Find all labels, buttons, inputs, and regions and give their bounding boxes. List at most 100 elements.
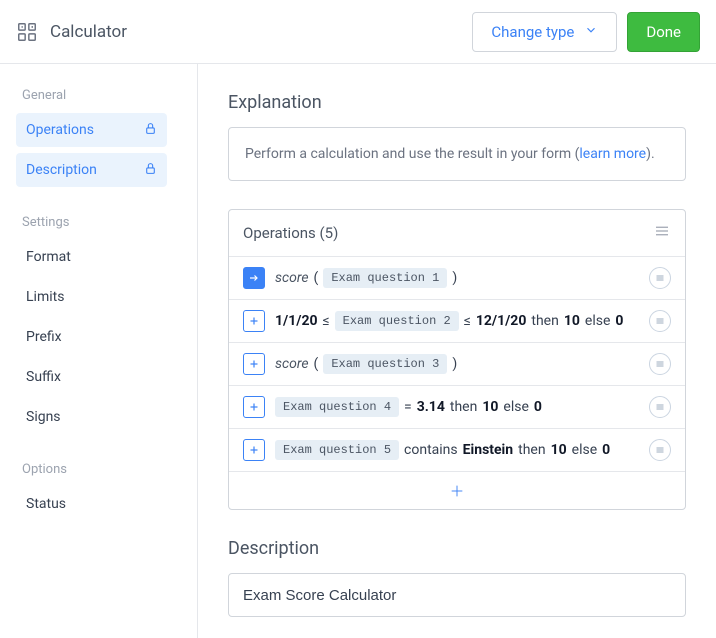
expression-text: then	[531, 313, 558, 329]
sidebar-item-format[interactable]: Format	[16, 240, 167, 274]
literal-value: 1/1/20	[275, 313, 318, 329]
field-chip: Exam question 1	[323, 268, 447, 288]
literal-value: 0	[615, 313, 623, 329]
operations-menu-icon[interactable]	[653, 222, 671, 244]
row-menu-icon[interactable]	[649, 310, 671, 332]
sidebar-item-label: Format	[26, 249, 71, 265]
explanation-box: Perform a calculation and use the result…	[228, 127, 686, 181]
literal-value: 0	[602, 442, 610, 458]
literal-value: 10	[482, 399, 498, 415]
sidebar-group-label: Options	[16, 462, 167, 477]
expression-text: then	[450, 399, 477, 415]
sidebar-item-prefix[interactable]: Prefix	[16, 320, 167, 354]
operations-panel: Operations (5) score(Exam question 1)1/1…	[228, 209, 686, 510]
header-left: Calculator	[16, 21, 127, 43]
calculator-icon	[16, 21, 38, 43]
operation-row[interactable]: Exam question 5 contains Einstein then 1…	[229, 428, 685, 471]
function-name: score	[275, 356, 309, 372]
sidebar-group: Options Status	[16, 462, 197, 521]
sidebar-item-label: Operations	[26, 122, 94, 138]
field-chip: Exam question 5	[275, 440, 399, 460]
sidebar-item-limits[interactable]: Limits	[16, 280, 167, 314]
literal-value: 0	[534, 399, 542, 415]
sidebar: General Operations Description Settings Form…	[0, 64, 198, 638]
header: Calculator Change type Done	[0, 0, 716, 64]
operations-header: Operations (5)	[229, 210, 685, 256]
field-chip: Exam question 3	[323, 354, 447, 374]
description-input[interactable]	[228, 573, 686, 617]
chevron-down-icon	[584, 23, 598, 41]
expression-text: then	[518, 442, 545, 458]
row-menu-icon[interactable]	[649, 396, 671, 418]
lock-icon	[144, 122, 157, 139]
row-menu-icon[interactable]	[649, 353, 671, 375]
operation-row[interactable]: score (Exam question 3)	[229, 342, 685, 385]
plus-icon	[243, 439, 265, 461]
literal-value: Einstein	[463, 442, 513, 458]
row-menu-icon[interactable]	[649, 439, 671, 461]
expression-text: else	[503, 399, 528, 415]
body: General Operations Description Settings Form…	[0, 64, 716, 638]
arrow-right-icon	[243, 267, 265, 289]
sidebar-item-operations[interactable]: Operations	[16, 113, 167, 147]
expression-text: ≤	[464, 313, 471, 329]
sidebar-item-suffix[interactable]: Suffix	[16, 360, 167, 394]
done-label: Done	[646, 23, 681, 41]
lock-icon	[144, 162, 157, 179]
plus-icon	[243, 396, 265, 418]
expression-text: )	[452, 356, 457, 372]
operation-expression: Exam question 5 contains Einstein then 1…	[275, 440, 639, 460]
description-title: Description	[228, 538, 686, 559]
sidebar-item-signs[interactable]: Signs	[16, 400, 167, 434]
literal-value: 10	[551, 442, 567, 458]
operation-row[interactable]: Exam question 4 = 3.14 then 10 else 0	[229, 385, 685, 428]
expression-text: else	[572, 442, 597, 458]
sidebar-group: General Operations Description	[16, 88, 197, 187]
expression-text: else	[585, 313, 610, 329]
sidebar-item-label: Description	[26, 162, 97, 178]
literal-value: 3.14	[417, 399, 445, 415]
sidebar-item-label: Status	[26, 496, 66, 512]
operations-header-label: Operations (5)	[243, 224, 338, 242]
expression-text: contains	[404, 442, 458, 458]
add-operation-button[interactable]	[229, 471, 685, 509]
change-type-label: Change type	[491, 23, 574, 41]
literal-value: 10	[564, 313, 580, 329]
expression-text: ≤	[323, 313, 330, 329]
operation-expression: score (Exam question 1)	[275, 268, 639, 288]
operations-rows: score(Exam question 1)1/1/20≤Exam questi…	[229, 256, 685, 471]
page-title: Calculator	[50, 22, 127, 42]
expression-text: )	[452, 270, 457, 286]
sidebar-group-label: General	[16, 88, 167, 103]
plus-icon	[243, 353, 265, 375]
operation-row[interactable]: 1/1/20 ≤ Exam question 2 ≤12/1/20 then 10 e…	[229, 299, 685, 342]
expression-text: (	[314, 270, 319, 286]
literal-value: 12/1/20	[476, 313, 527, 329]
explanation-title: Explanation	[228, 92, 686, 113]
sidebar-item-label: Signs	[26, 409, 61, 425]
function-name: score	[275, 270, 309, 286]
change-type-button[interactable]: Change type	[472, 12, 617, 52]
operation-expression: Exam question 4 = 3.14 then 10 else 0	[275, 397, 639, 417]
explanation-text-pre: Perform a calculation and use the result…	[245, 146, 579, 162]
operation-row[interactable]: score (Exam question 1)	[229, 256, 685, 299]
header-actions: Change type Done	[472, 12, 700, 52]
sidebar-item-label: Prefix	[26, 329, 62, 345]
sidebar-item-description[interactable]: Description	[16, 153, 167, 187]
main: Explanation Perform a calculation and us…	[198, 64, 716, 638]
sidebar-group: Settings Format Limits Prefix Suffix Signs	[16, 215, 197, 434]
learn-more-link[interactable]: learn more	[579, 146, 646, 162]
expression-text: (	[314, 356, 319, 372]
sidebar-item-label: Suffix	[26, 369, 61, 385]
row-menu-icon[interactable]	[649, 267, 671, 289]
expression-text: =	[404, 399, 412, 415]
field-chip: Exam question 2	[335, 311, 459, 331]
sidebar-group-label: Settings	[16, 215, 167, 230]
operation-expression: 1/1/20 ≤ Exam question 2 ≤12/1/20 then 10 e…	[275, 311, 639, 331]
field-chip: Exam question 4	[275, 397, 399, 417]
operation-expression: score (Exam question 3)	[275, 354, 639, 374]
explanation-text-post: ).	[646, 146, 655, 162]
sidebar-item-status[interactable]: Status	[16, 487, 167, 521]
sidebar-item-label: Limits	[26, 289, 64, 305]
done-button[interactable]: Done	[627, 12, 700, 52]
